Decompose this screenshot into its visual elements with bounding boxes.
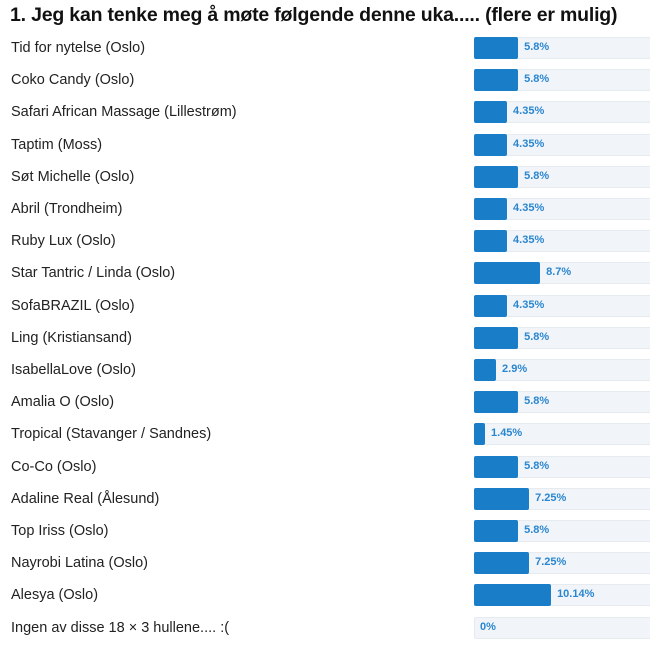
bar bbox=[474, 520, 519, 542]
value-label: 5.8% bbox=[524, 41, 550, 53]
bar bbox=[474, 584, 552, 607]
option-label: Top Iriss (Oslo) bbox=[11, 523, 109, 539]
option-label: Adaline Real (Ålesund) bbox=[11, 490, 160, 507]
option-label: Ruby Lux (Oslo) bbox=[11, 233, 116, 250]
poll-row: Alesya (Oslo) 10.14% bbox=[0, 584, 650, 608]
poll-row: Top Iriss (Oslo) 5.8% bbox=[0, 520, 650, 544]
poll-row: Ruby Lux (Oslo) 4.35% bbox=[0, 230, 650, 254]
option-label: Tid for nytelse (Oslo) bbox=[11, 40, 146, 56]
poll-row: Søt Michelle (Oslo) 5.8% bbox=[0, 165, 650, 190]
bar bbox=[474, 294, 508, 317]
bar bbox=[474, 101, 508, 124]
poll-row: Tropical (Stavanger / Sandnes) 1.45% bbox=[0, 423, 650, 447]
bar bbox=[474, 359, 497, 381]
poll-row: Nayrobi Latina (Oslo) 7.25% bbox=[0, 552, 650, 576]
value-label: 4.35% bbox=[513, 202, 545, 214]
poll-row: Ingen av disse 18 × 3 hullene.... :( 0% bbox=[0, 616, 650, 641]
poll-row: Star Tantric / Linda (Oslo) 8.7% bbox=[0, 262, 650, 286]
option-label: Taptim (Moss) bbox=[11, 136, 103, 153]
poll-row: Ling (Kristiansand) 5.8% bbox=[0, 326, 650, 351]
value-label: 7.25% bbox=[535, 556, 567, 569]
bar bbox=[474, 198, 508, 220]
value-label: 0% bbox=[480, 620, 496, 633]
poll-row: SofaBRAZIL (Oslo) 4.35% bbox=[0, 294, 650, 319]
bar bbox=[474, 69, 519, 92]
poll-row: IsabellaLove (Oslo) 2.9% bbox=[0, 359, 650, 383]
bar bbox=[474, 455, 519, 478]
value-label: 7.25% bbox=[535, 491, 567, 504]
chart-title: 1. Jeg kan tenke meg å møte følgende den… bbox=[10, 4, 618, 26]
bar-track bbox=[474, 616, 650, 639]
poll-row: Co-Co (Oslo) 5.8% bbox=[0, 455, 650, 480]
option-label: Ingen av disse 18 × 3 hullene.... :( bbox=[11, 619, 230, 636]
value-label: 10.14% bbox=[557, 588, 595, 601]
value-label: 5.8% bbox=[524, 524, 550, 536]
bar bbox=[474, 133, 508, 156]
poll-row: Safari African Massage (Lillestrøm) 4.35% bbox=[0, 101, 650, 125]
bar bbox=[474, 230, 508, 253]
value-label: 4.35% bbox=[513, 137, 545, 150]
option-label: Søt Michelle (Oslo) bbox=[11, 168, 135, 185]
option-label: Coko Candy (Oslo) bbox=[11, 72, 135, 89]
option-label: Tropical (Stavanger / Sandnes) bbox=[11, 426, 212, 443]
bar bbox=[474, 552, 530, 575]
value-label: 4.35% bbox=[513, 298, 545, 311]
poll-row: Adaline Real (Ålesund) 7.25% bbox=[0, 487, 650, 512]
value-label: 4.35% bbox=[513, 234, 545, 247]
option-label: IsabellaLove (Oslo) bbox=[11, 362, 136, 378]
bar bbox=[474, 37, 519, 59]
bar bbox=[474, 262, 541, 285]
bar bbox=[474, 487, 530, 510]
bar bbox=[474, 391, 519, 414]
option-label: Star Tantric / Linda (Oslo) bbox=[11, 265, 176, 282]
value-label: 5.8% bbox=[524, 73, 550, 86]
poll-row: Amalia O (Oslo) 5.8% bbox=[0, 391, 650, 415]
value-label: 5.8% bbox=[524, 459, 550, 472]
value-label: 5.8% bbox=[524, 330, 550, 343]
poll-row: Abril (Trondheim) 4.35% bbox=[0, 198, 650, 222]
value-label: 1.45% bbox=[491, 427, 523, 440]
option-label: SofaBRAZIL (Oslo) bbox=[11, 297, 135, 314]
bar bbox=[474, 423, 486, 446]
option-label: Safari African Massage (Lillestrøm) bbox=[11, 104, 237, 121]
option-label: Nayrobi Latina (Oslo) bbox=[11, 555, 148, 572]
bar-track bbox=[474, 359, 650, 381]
bar bbox=[474, 165, 519, 188]
option-label: Amalia O (Oslo) bbox=[11, 394, 115, 411]
poll-row: Taptim (Moss) 4.35% bbox=[0, 133, 650, 158]
option-label: Co-Co (Oslo) bbox=[11, 458, 97, 475]
option-label: Alesya (Oslo) bbox=[11, 587, 99, 604]
option-label: Ling (Kristiansand) bbox=[11, 329, 132, 346]
value-label: 5.8% bbox=[524, 169, 550, 182]
value-label: 5.8% bbox=[524, 395, 550, 408]
bar bbox=[474, 326, 519, 349]
option-label: Abril (Trondheim) bbox=[11, 201, 123, 217]
value-label: 4.35% bbox=[513, 105, 545, 118]
poll-row: Tid for nytelse (Oslo) 5.8% bbox=[0, 37, 650, 61]
value-label: 8.7% bbox=[546, 266, 572, 279]
value-label: 2.9% bbox=[502, 363, 528, 375]
poll-row: Coko Candy (Oslo) 5.8% bbox=[0, 69, 650, 93]
